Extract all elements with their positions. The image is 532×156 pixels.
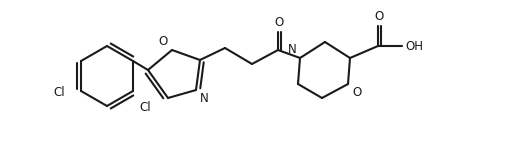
Text: O: O	[275, 16, 284, 29]
Text: OH: OH	[405, 39, 423, 53]
Text: O: O	[375, 10, 384, 23]
Text: O: O	[352, 86, 361, 99]
Text: O: O	[159, 35, 168, 48]
Text: Cl: Cl	[53, 86, 65, 100]
Text: N: N	[200, 92, 209, 105]
Text: N: N	[288, 43, 297, 56]
Text: Cl: Cl	[139, 101, 151, 114]
